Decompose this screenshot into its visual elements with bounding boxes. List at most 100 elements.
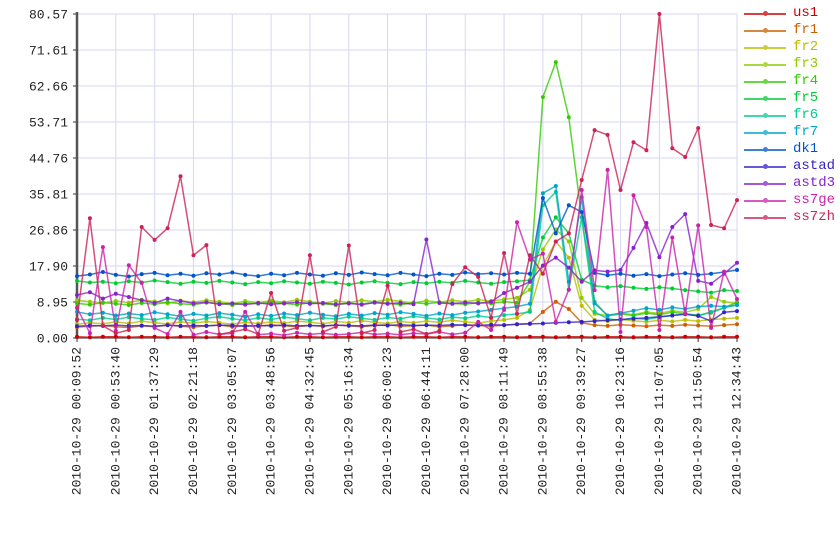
data-point (696, 289, 701, 294)
data-point (333, 302, 338, 307)
data-point (113, 301, 118, 306)
data-point (566, 239, 571, 244)
data-point (670, 323, 675, 328)
data-point (346, 243, 351, 248)
series-line-fr3 (76, 228, 738, 317)
legend-line-marker (744, 78, 786, 84)
data-point (295, 280, 299, 285)
data-point (385, 301, 390, 306)
legend-line-marker (744, 61, 786, 67)
legend-line-marker (744, 214, 786, 220)
data-point (204, 243, 209, 248)
data-point (515, 220, 519, 225)
data-point (566, 255, 571, 260)
data-point (502, 334, 507, 339)
data-point (204, 335, 209, 340)
x-axis-label: 2010-10-29 04:32:45 (302, 347, 317, 495)
data-point (256, 323, 261, 328)
data-point (463, 310, 468, 315)
data-point (152, 325, 157, 330)
data-point (411, 334, 416, 339)
data-point (139, 301, 144, 305)
legend-label: ss7ge (793, 192, 836, 208)
legend-line-marker (744, 10, 786, 16)
data-point (683, 212, 688, 217)
legend: us1 fr1 fr2 fr3 fr4 fr5 fr6 fr7 dk1 astad astd3 ss7… (744, 5, 840, 226)
data-point (540, 191, 545, 196)
legend-item-astd3: astd3 (744, 175, 840, 192)
legend-dot-marker (763, 27, 768, 33)
data-point (398, 270, 403, 275)
data-point (450, 332, 455, 337)
data-point (346, 323, 351, 328)
data-point (644, 324, 649, 329)
data-point (152, 317, 157, 322)
data-point (670, 310, 675, 315)
x-axis-label: 2010-10-29 03:48:56 (264, 347, 279, 495)
data-point (139, 272, 144, 277)
legend-item-fr2: fr2 (744, 39, 840, 56)
data-point (540, 321, 545, 326)
data-point (282, 333, 287, 338)
data-point (696, 304, 701, 309)
legend-line-marker (744, 197, 786, 203)
y-axis-label: 8.95 (37, 296, 68, 311)
data-point (217, 332, 222, 337)
data-point (282, 273, 287, 278)
data-point (385, 312, 390, 317)
data-point (424, 319, 429, 324)
data-point (113, 334, 118, 339)
data-point (553, 231, 558, 236)
data-point (282, 279, 287, 284)
data-point (269, 317, 274, 322)
legend-dot-marker (763, 146, 768, 152)
data-point (307, 272, 312, 277)
data-point (437, 301, 442, 305)
data-point (87, 299, 92, 304)
data-point (540, 271, 545, 276)
data-point (152, 301, 157, 305)
data-point (605, 132, 610, 137)
data-point (709, 223, 714, 227)
data-point (437, 320, 442, 325)
data-point (579, 279, 584, 284)
data-point (579, 178, 584, 182)
data-point (204, 313, 209, 318)
data-point (476, 272, 481, 277)
data-point (178, 334, 183, 339)
data-point (515, 315, 519, 320)
data-point (320, 273, 325, 278)
data-point (87, 331, 92, 336)
data-point (87, 272, 92, 277)
data-point (696, 313, 701, 318)
data-point (385, 331, 390, 336)
data-point (592, 128, 597, 133)
data-point (657, 255, 662, 260)
data-point (75, 317, 79, 322)
data-point (709, 325, 714, 330)
data-point (165, 312, 170, 317)
x-axis-label: 2010-10-29 07:28:00 (458, 347, 473, 495)
data-point (295, 313, 299, 318)
data-point (398, 282, 403, 287)
data-point (709, 309, 714, 314)
data-point (566, 115, 571, 120)
legend-label: us1 (793, 5, 819, 21)
data-point (683, 322, 688, 327)
data-point (320, 301, 325, 305)
data-point (683, 317, 688, 322)
data-point (463, 319, 468, 324)
data-point (178, 309, 183, 314)
data-point (243, 314, 248, 319)
data-point (282, 311, 287, 316)
data-point (126, 311, 131, 316)
legend-dot-marker (763, 78, 768, 84)
x-axis-label: 2010-10-29 11:50:54 (691, 347, 706, 495)
data-point (243, 318, 248, 323)
data-point (735, 309, 739, 314)
x-axis-label: 2010-10-29 01:37:29 (147, 347, 162, 495)
data-point (320, 312, 325, 317)
data-point (644, 306, 649, 311)
data-point (553, 184, 558, 188)
data-point (644, 286, 649, 291)
